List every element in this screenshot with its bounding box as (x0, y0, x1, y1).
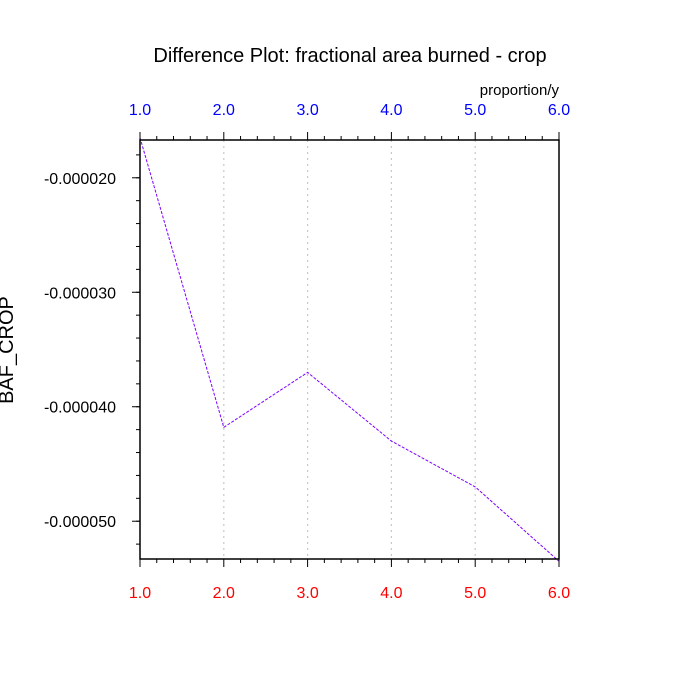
grid-layer (223, 140, 476, 559)
axis-layer (132, 132, 560, 567)
x-tick-label-bottom: 4.0 (380, 585, 402, 602)
y-tick-label: -0.000050 (44, 514, 116, 531)
x-tick-label-top: 2.0 (213, 102, 235, 119)
y-tick-label: -0.000040 (44, 400, 116, 417)
x-tick-label-top: 6.0 (548, 102, 570, 119)
tick-label-layer: -0.000020 -0.000030 -0.000040 -0.000050 1.0 1… (44, 102, 570, 602)
x-tick-label-top: 3.0 (296, 102, 318, 119)
y-axis-label: BAF_CROP (0, 296, 18, 404)
units-label: proportion/y (480, 82, 560, 99)
series-layer (139, 137, 560, 562)
x-tick-label-top: 4.0 (380, 102, 402, 119)
y-tick-label: -0.000020 (44, 171, 116, 188)
chart-title: Difference Plot: fractional area burned … (153, 45, 546, 67)
x-tick-label-bottom: 5.0 (464, 585, 486, 602)
x-tick-label-bottom: 2.0 (213, 585, 235, 602)
x-tick-label-bottom: 3.0 (296, 585, 318, 602)
x-tick-label-top: 5.0 (464, 102, 486, 119)
y-tick-label: -0.000030 (44, 285, 116, 302)
x-tick-label-bottom: 6.0 (548, 585, 570, 602)
x-tick-label-top: 1.0 (129, 102, 151, 119)
x-tick-label-bottom: 1.0 (129, 585, 151, 602)
series-line (139, 137, 560, 562)
plot-frame (139, 139, 560, 560)
